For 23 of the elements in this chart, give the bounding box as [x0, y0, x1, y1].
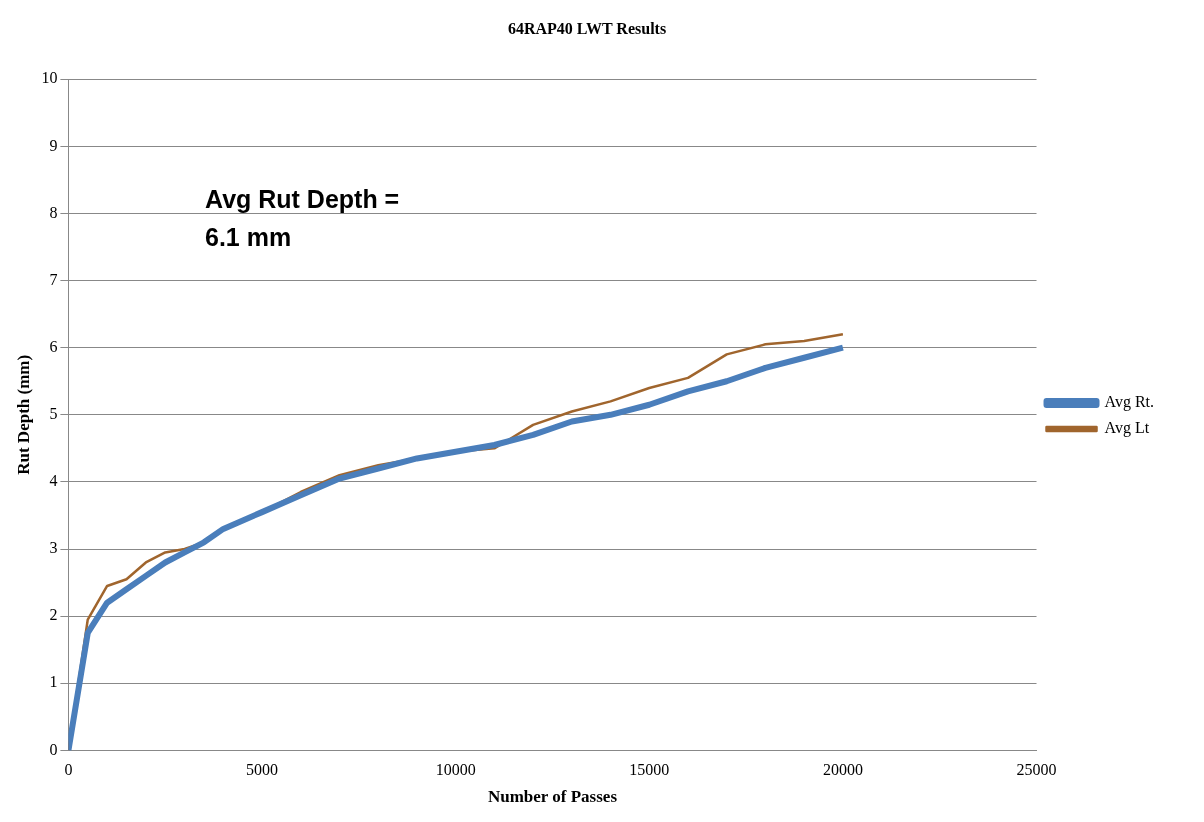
chart-title: 64RAP40 LWT Results: [507, 19, 667, 37]
x-tick-label: 20000: [822, 761, 863, 779]
y-tick-label: 3: [49, 539, 58, 557]
x-axis-title: Number of Passes: [487, 787, 618, 807]
x-tick-label: 15000: [629, 761, 670, 779]
y-tick-label: 1: [49, 673, 58, 691]
legend-label: Avg Lt: [1104, 419, 1150, 438]
x-tick-label: 0: [64, 761, 73, 779]
x-tick-label: 10000: [435, 761, 476, 779]
y-tick-label: 6: [49, 337, 58, 355]
legend-label: Avg Rt.: [1104, 393, 1154, 412]
y-tick-label: 8: [49, 203, 58, 221]
annotation: Avg Rut Depth = 6.1 mm: [205, 184, 401, 253]
y-tick-label: 7: [49, 270, 58, 288]
y-tick-label: 9: [49, 136, 58, 154]
y-tick-label: 5: [49, 405, 58, 422]
y-tick-label: 4: [49, 472, 58, 490]
y-tick-label: 0: [49, 740, 58, 758]
y-tick-label: 10: [41, 69, 58, 87]
y-axis-title: Rut Depth (mm): [13, 354, 33, 475]
x-tick-label: 25000: [1016, 761, 1057, 779]
x-tick-label: 5000: [246, 761, 279, 779]
y-tick-label: 2: [49, 606, 58, 624]
